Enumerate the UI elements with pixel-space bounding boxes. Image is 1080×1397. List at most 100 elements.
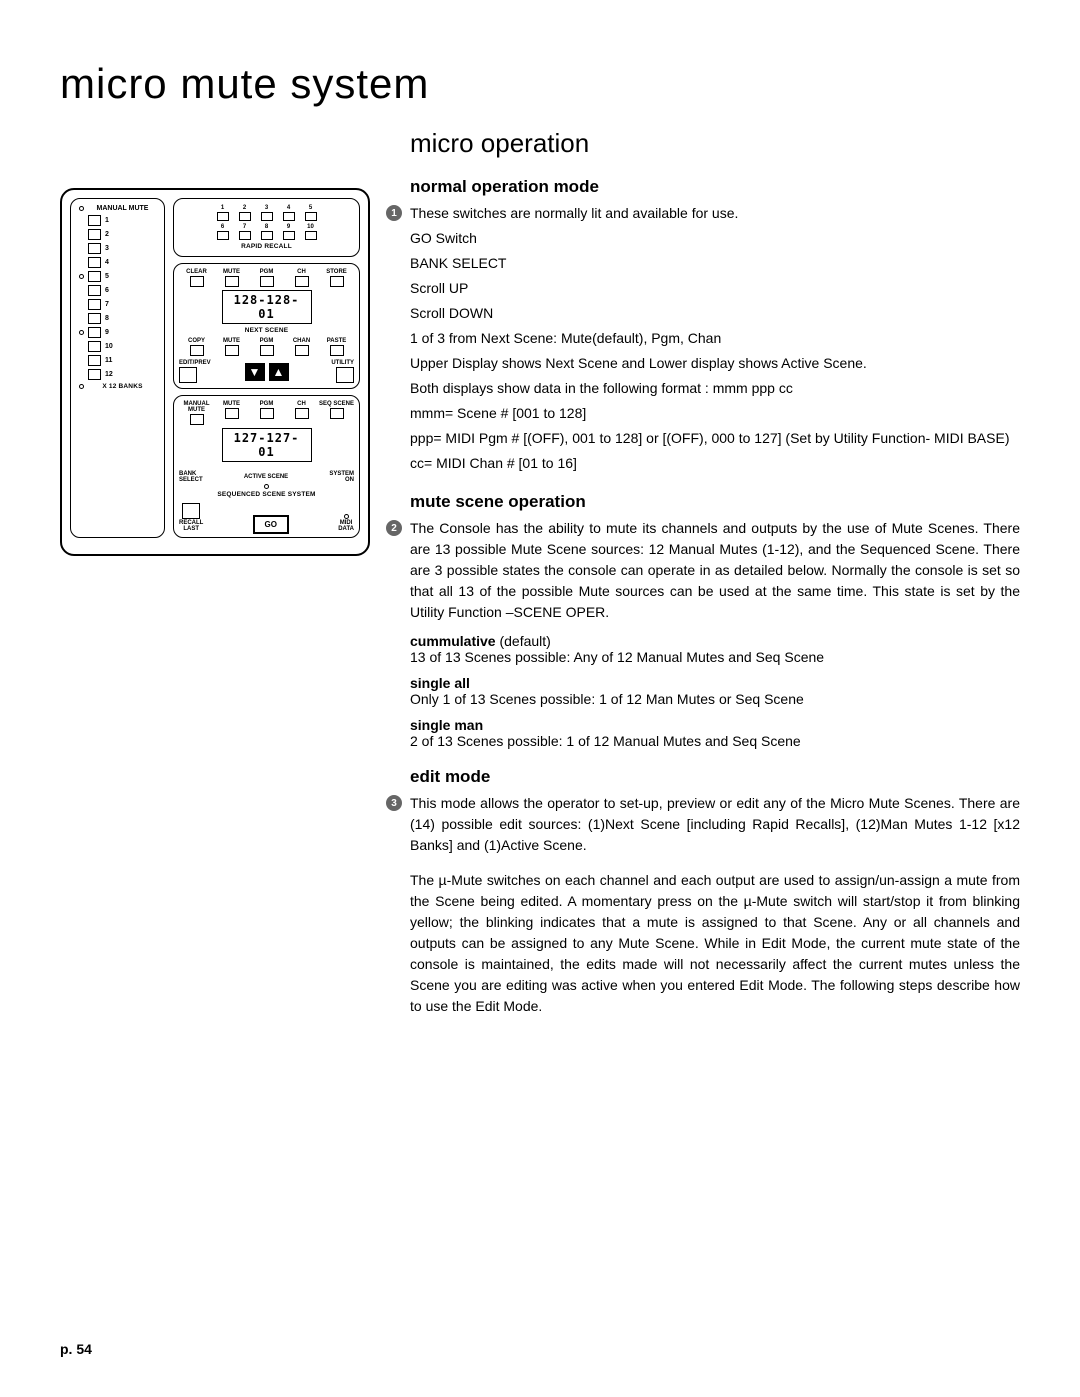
midi-data-label: MIDI DATA: [338, 520, 354, 532]
mute-number: 2: [105, 231, 115, 238]
go-button: GO: [253, 515, 289, 534]
body-line: Scroll UP: [410, 278, 1020, 299]
rapid-button-icon: [305, 231, 317, 240]
body-line: BANK SELECT: [410, 253, 1020, 274]
system-on-label: SYSTEM ON: [329, 471, 354, 483]
button-icon: [295, 345, 309, 356]
led-icon: [79, 274, 84, 279]
rapid-button-icon: [305, 212, 317, 221]
button-label: CLEAR: [186, 269, 207, 275]
button-icon: [295, 276, 309, 287]
mute-button-icon: [88, 313, 101, 324]
mute-button-icon: [88, 341, 101, 352]
control-panel-diagram: MANUAL MUTE 123456789101112 X 12 BANKS 1…: [60, 188, 370, 556]
mute-number: 5: [105, 273, 115, 280]
mute-number: 4: [105, 259, 115, 266]
mute-button-icon: [88, 243, 101, 254]
button-icon: [225, 345, 239, 356]
button-icon: [190, 414, 204, 425]
manual-mute-label: MANUAL MUTE: [87, 205, 158, 212]
rapid-num: 8: [265, 224, 268, 230]
led-icon: [344, 514, 349, 519]
rapid-button-icon: [217, 212, 229, 221]
sub-desc: 13 of 13 Scenes possible: Any of 12 Manu…: [410, 649, 1020, 665]
mute-button-icon: [88, 369, 101, 380]
body-line: Both displays show data in the following…: [410, 378, 1020, 399]
mute-number: 9: [105, 329, 115, 336]
number-badge: 3: [386, 795, 402, 811]
mute-number: 7: [105, 301, 115, 308]
subsection-title: edit mode: [410, 767, 1020, 787]
edit-prev-label: EDIT/PREV: [179, 360, 211, 366]
button-icon: [330, 408, 344, 419]
led-icon: [79, 330, 84, 335]
number-badge: 1: [386, 205, 402, 221]
mute-button-icon: [88, 327, 101, 338]
body-line: ppp= MIDI Pgm # [(OFF), 001 to 128] or […: [410, 428, 1020, 449]
body-text: The µ-Mute switches on each channel and …: [410, 870, 1020, 1017]
button-label: CH: [297, 269, 306, 275]
button-icon: [179, 367, 197, 383]
mute-button-icon: [88, 257, 101, 268]
rapid-num: 3: [265, 205, 268, 211]
diagram-column: MANUAL MUTE 123456789101112 X 12 BANKS 1…: [60, 128, 380, 1021]
button-label: CH: [297, 401, 306, 407]
body-text: These switches are normally lit and avai…: [410, 203, 1020, 224]
rapid-num: 7: [243, 224, 246, 230]
button-label: MUTE: [223, 401, 240, 407]
sub-label: cummulative (default): [410, 633, 1020, 649]
button-label: CHAN: [293, 338, 310, 344]
scroll-up-icon: ▲: [269, 363, 289, 381]
mute-number: 1: [105, 217, 115, 224]
rapid-button-icon: [239, 212, 251, 221]
rapid-button-icon: [283, 212, 295, 221]
section-title: micro operation: [410, 128, 1020, 159]
button-icon: [330, 276, 344, 287]
rapid-button-icon: [217, 231, 229, 240]
rapid-num: 10: [307, 224, 314, 230]
rapid-num: 1: [221, 205, 224, 211]
rapid-num: 6: [221, 224, 224, 230]
mute-button-icon: [88, 229, 101, 240]
x12-banks-label: X 12 BANKS: [87, 383, 158, 390]
mute-button-icon: [88, 355, 101, 366]
button-icon: [190, 345, 204, 356]
button-label: MUTE: [223, 338, 240, 344]
button-icon: [260, 408, 274, 419]
led-icon: [79, 384, 84, 389]
button-icon: [295, 408, 309, 419]
button-icon: [330, 345, 344, 356]
rapid-button-icon: [261, 212, 273, 221]
button-label: PGM: [260, 269, 274, 275]
rapid-button-icon: [239, 231, 251, 240]
subsection-title: normal operation mode: [410, 177, 1020, 197]
mute-button-icon: [88, 215, 101, 226]
button-label: PGM: [260, 338, 274, 344]
recall-last-label: RECALL LAST: [179, 520, 203, 532]
led-icon: [79, 206, 84, 211]
sub-desc: Only 1 of 13 Scenes possible: 1 of 12 Ma…: [410, 691, 1020, 707]
body-line: GO Switch: [410, 228, 1020, 249]
rapid-button-icon: [261, 231, 273, 240]
button-label: PASTE: [327, 338, 347, 344]
utility-label: UTILITY: [331, 360, 354, 366]
content-column: micro operation normal operation mode1Th…: [410, 128, 1020, 1021]
mute-button-icon: [88, 299, 101, 310]
button-icon: [225, 408, 239, 419]
number-badge: 2: [386, 520, 402, 536]
button-label: COPY: [188, 338, 205, 344]
button-label: MUTE: [223, 269, 240, 275]
button-icon: [190, 276, 204, 287]
page-number: p. 54: [60, 1341, 92, 1357]
bank-select-label: BANK SELECT: [179, 471, 203, 483]
body-line: Scroll DOWN: [410, 303, 1020, 324]
body-text: The Console has the ability to mute its …: [410, 518, 1020, 623]
button-label: SEQ SCENE: [319, 401, 354, 407]
button-label: STORE: [326, 269, 347, 275]
rapid-recall-box: 12345 678910 RAPID RECALL: [173, 198, 360, 257]
next-scene-label: NEXT SCENE: [179, 327, 354, 334]
button-icon: [336, 367, 354, 383]
mute-number: 12: [105, 371, 115, 378]
button-icon: [225, 276, 239, 287]
button-label: PGM: [260, 401, 274, 407]
